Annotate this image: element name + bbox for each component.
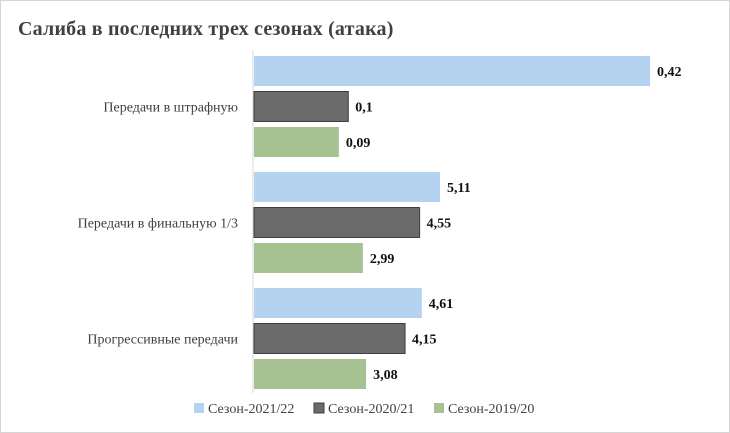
bar: [254, 172, 441, 202]
legend-label: Сезон-2019/20: [448, 402, 534, 417]
data-label: 4,15: [412, 333, 437, 348]
data-label: 4,61: [429, 297, 454, 312]
bar: [254, 243, 363, 273]
category-label: Передачи в финальную 1/3: [78, 217, 238, 232]
data-label: 0,09: [346, 136, 371, 151]
data-label: 2,99: [370, 252, 395, 267]
legend-label: Сезон-2021/22: [208, 402, 294, 417]
data-label: 5,11: [447, 181, 471, 196]
bar: [253, 323, 406, 354]
data-label: 0,1: [355, 101, 373, 116]
bar: [253, 207, 421, 238]
data-label: 3,08: [373, 368, 398, 383]
bar: [254, 56, 651, 86]
category-label: Передачи в штрафную: [103, 101, 238, 116]
bar: [253, 91, 349, 122]
bar: [254, 127, 339, 157]
data-label: 0,42: [657, 65, 682, 80]
legend-swatch: [194, 403, 204, 413]
bar: [254, 288, 422, 318]
legend-swatch: [313, 402, 325, 414]
legend-label: Сезон-2020/21: [328, 402, 414, 417]
chart-title: Салиба в последних трех сезонах (атака): [18, 18, 394, 40]
bar: [254, 359, 367, 389]
data-label: 4,55: [427, 217, 452, 232]
category-label: Прогрессивные передачи: [87, 333, 238, 348]
legend-swatch: [434, 403, 444, 413]
